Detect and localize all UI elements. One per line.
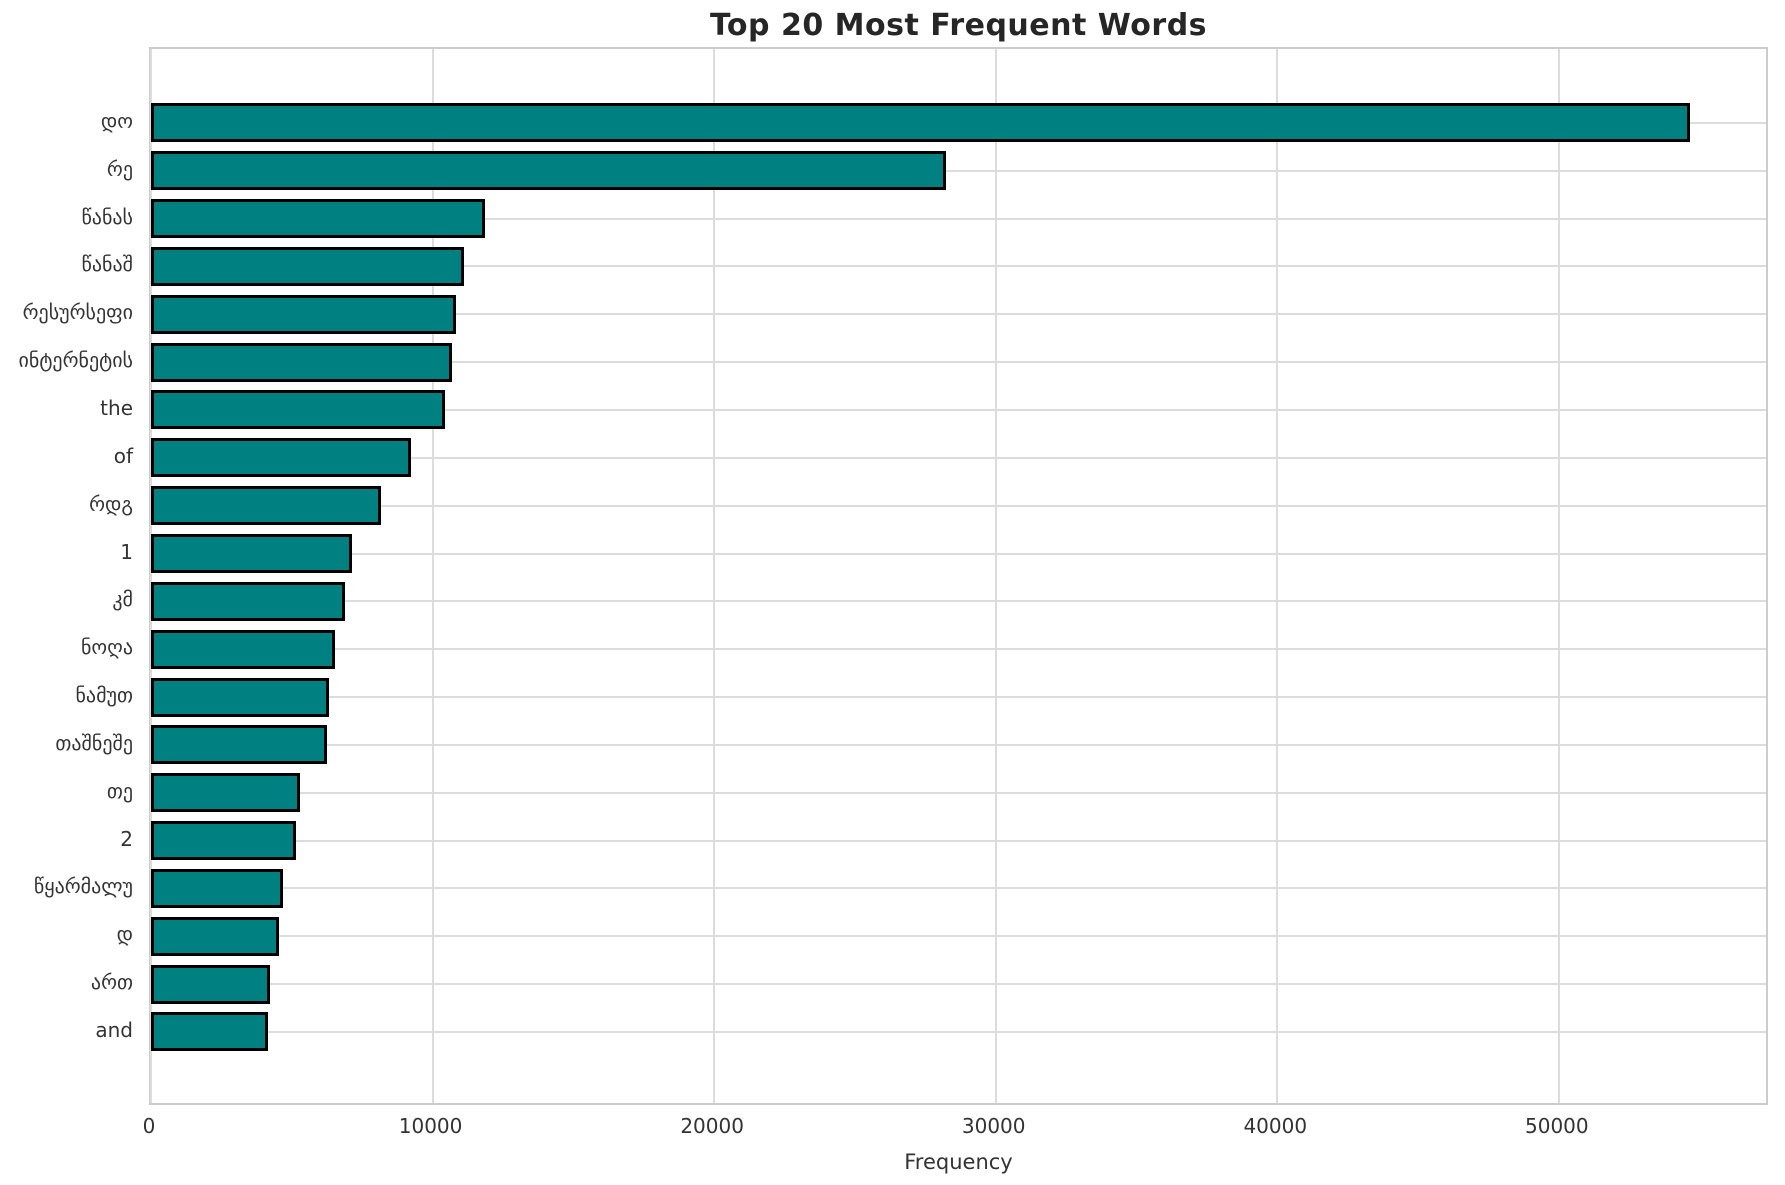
- bar-row: [151, 1008, 1766, 1056]
- bar-row: [151, 769, 1766, 817]
- gridline-horizontal: [151, 887, 1766, 890]
- y-tick-label: წყარმალუ: [33, 874, 133, 899]
- y-tick-label: 1: [120, 539, 133, 564]
- y-tick-label: ართ: [90, 970, 133, 995]
- bar-rows: [151, 99, 1766, 1056]
- gridline-vertical: [994, 49, 997, 1103]
- bar-წყარმალუ: [151, 868, 283, 908]
- gridline-horizontal: [151, 456, 1766, 459]
- bar-რესურსეფი: [151, 294, 456, 334]
- gridline-horizontal: [151, 217, 1766, 220]
- bar-თაშნეშე: [151, 725, 327, 765]
- gridline-horizontal: [151, 408, 1766, 411]
- y-tick-label: and: [95, 1017, 133, 1042]
- gridline-horizontal: [151, 313, 1766, 316]
- gridline-horizontal: [151, 839, 1766, 842]
- gridline-horizontal: [151, 361, 1766, 364]
- y-tick-label: წანას: [81, 204, 133, 229]
- bar-row: [151, 625, 1766, 673]
- y-tick-label: რესურსეფი: [22, 300, 133, 325]
- chart-title: Top 20 Most Frequent Words: [709, 8, 1208, 43]
- y-tick-label: დო: [100, 108, 133, 133]
- y-tick-label: თაშნეშე: [55, 730, 133, 755]
- bar-row: [151, 960, 1766, 1008]
- y-tick-label: თე: [106, 778, 133, 803]
- bar-ართ: [151, 964, 271, 1004]
- bar-row: [151, 243, 1766, 291]
- x-tick-label: 10000: [398, 1114, 463, 1138]
- y-tick-label: კმ: [112, 587, 133, 612]
- bar-ნოღა: [151, 629, 335, 669]
- bar-row: [151, 865, 1766, 913]
- bar-row: [151, 386, 1766, 434]
- bar-row: [151, 482, 1766, 530]
- gridline-vertical: [1557, 49, 1560, 1103]
- y-tick-label: ინტერნეტის: [18, 348, 133, 373]
- y-tick-label: დ: [116, 922, 133, 947]
- bar-row: [151, 99, 1766, 147]
- bar-row: [151, 912, 1766, 960]
- bar-წანაშ: [151, 246, 465, 286]
- gridline-horizontal: [151, 552, 1766, 555]
- bar-წანას: [151, 199, 486, 239]
- x-tick-label: 40000: [1243, 1114, 1308, 1138]
- gridline-vertical: [713, 49, 716, 1103]
- bar-კმ: [151, 581, 345, 621]
- y-tick-label: 2: [120, 826, 133, 851]
- bar-row: [151, 817, 1766, 865]
- plot-area: [149, 47, 1768, 1105]
- gridline-horizontal: [151, 265, 1766, 268]
- gridline-vertical: [1276, 49, 1279, 1103]
- bar-of: [151, 438, 411, 478]
- gridline-horizontal: [151, 935, 1766, 938]
- gridline-horizontal: [151, 983, 1766, 986]
- x-tick-label: 50000: [1525, 1114, 1589, 1138]
- gridline-horizontal: [151, 791, 1766, 794]
- bar-row: [151, 434, 1766, 482]
- gridline-vertical: [431, 49, 434, 1103]
- x-tick-label: 30000: [961, 1114, 1026, 1138]
- bar-row: [151, 338, 1766, 386]
- y-tick-label: რე: [106, 156, 133, 181]
- bar-ნამუთ: [151, 677, 330, 717]
- bar-row: [151, 290, 1766, 338]
- gridline-horizontal: [151, 1030, 1766, 1033]
- gridline-horizontal: [151, 696, 1766, 699]
- bar-ინტერნეტის: [151, 342, 452, 382]
- bar-row: [151, 195, 1766, 243]
- bar-დ: [151, 916, 279, 956]
- gridline-horizontal: [151, 504, 1766, 507]
- y-tick-label: the: [100, 395, 133, 420]
- bar-row: [151, 530, 1766, 578]
- bar-row: [151, 577, 1766, 625]
- gridline-horizontal: [151, 169, 1766, 172]
- y-tick-label: of: [113, 443, 133, 468]
- x-tick-label: 0: [142, 1114, 156, 1138]
- bar-1: [151, 534, 352, 574]
- gridline-horizontal: [151, 648, 1766, 651]
- bar-რდგ: [151, 486, 382, 526]
- y-tick-label: წანაშ: [81, 252, 133, 277]
- bar-row: [151, 673, 1766, 721]
- x-tick-label: 20000: [680, 1114, 744, 1138]
- y-tick-label: რდგ: [89, 491, 133, 516]
- gridline-vertical: [150, 49, 152, 1103]
- bar-2: [151, 821, 296, 861]
- x-axis-label: Frequency: [904, 1150, 1013, 1174]
- y-axis-labels: დო რე წანას წანაშ რესურსეფი ინტერნეტის the of რდ…: [0, 97, 149, 1054]
- bar-თე: [151, 773, 300, 813]
- bar-დო: [151, 103, 1691, 143]
- bar-and: [151, 1012, 268, 1052]
- bar-row: [151, 147, 1766, 195]
- y-tick-label: ნოღა: [80, 635, 133, 660]
- bar-the: [151, 390, 445, 430]
- bar-რე: [151, 151, 946, 191]
- bar-row: [151, 721, 1766, 769]
- gridline-horizontal: [151, 600, 1766, 603]
- gridline-horizontal: [151, 743, 1766, 746]
- y-tick-label: ნამუთ: [75, 683, 133, 708]
